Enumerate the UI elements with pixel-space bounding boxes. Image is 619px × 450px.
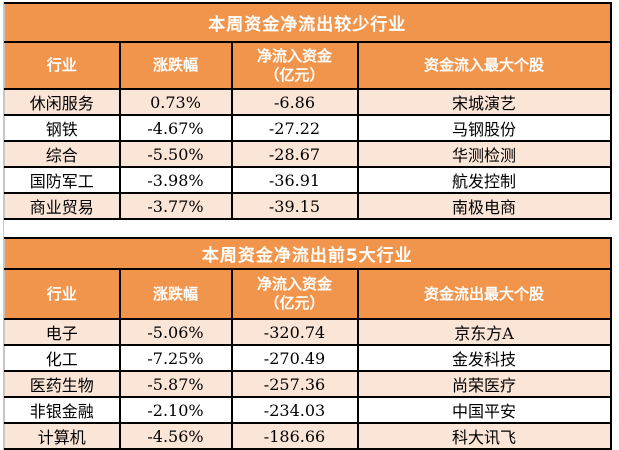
industry-cell: 电子: [4, 318, 121, 346]
table-row: 化工 -7.25% -270.49 金发科技: [4, 344, 612, 372]
net-inflow-cell: -36.91: [230, 166, 359, 194]
less-outflow-table: 本周资金净流出较少行业 行业 涨跌幅 净流入资金 （亿元） 资金流入最大个股 休闲…: [4, 2, 612, 220]
change-cell: -5.50%: [118, 140, 233, 168]
top-stock-cell: 科大讯飞: [356, 422, 612, 450]
industry-cell: 钢铁: [4, 114, 121, 142]
table2-header-change: 涨跌幅: [118, 268, 233, 320]
top-stock-cell: 马钢股份: [356, 114, 612, 142]
net-inflow-cell: -27.22: [230, 114, 359, 142]
industry-cell: 计算机: [4, 422, 121, 450]
table-row: 医药生物 -5.87% -257.36 尚荣医疗: [4, 370, 612, 398]
industry-cell: 商业贸易: [4, 192, 121, 220]
change-cell: -7.25%: [118, 344, 233, 372]
table1-title: 本周资金净流出较少行业: [4, 2, 612, 43]
table2-header-top-stock: 资金流出最大个股: [356, 268, 612, 320]
table1-header-net-inflow-line2: （亿元）: [264, 65, 325, 84]
net-inflow-cell: -234.03: [230, 396, 359, 424]
table2-title-row: 本周资金净流出前5大行业: [3, 237, 612, 270]
table1-header-net-inflow: 净流入资金 （亿元）: [230, 41, 359, 90]
top-stock-cell: 宋城演艺: [356, 88, 612, 116]
top-stock-cell: 航发控制: [356, 166, 612, 194]
industry-cell: 休闲服务: [4, 88, 121, 116]
net-inflow-cell: -39.15: [230, 192, 359, 220]
table2-title: 本周资金净流出前5大行业: [3, 237, 612, 270]
change-cell: -3.98%: [118, 166, 233, 194]
top-stock-cell: 南极电商: [356, 192, 612, 220]
industry-cell: 非银金融: [4, 396, 121, 424]
change-cell: 0.73%: [118, 88, 233, 116]
table2-header-net-inflow-line1: 净流入资金: [256, 275, 332, 294]
table-row: 非银金融 -2.10% -234.03 中国平安: [4, 396, 612, 424]
top-stock-cell: 尚荣医疗: [356, 370, 612, 398]
top-stock-cell: 京东方A: [356, 318, 612, 346]
top5-outflow-table: 本周资金净流出前5大行业 行业 涨跌幅 净流入资金 （亿元） 资金流出最大个股 电…: [3, 237, 612, 450]
net-inflow-cell: -257.36: [230, 370, 359, 398]
industry-cell: 综合: [4, 140, 121, 168]
table-row: 国防军工 -3.98% -36.91 航发控制: [4, 166, 612, 194]
industry-cell: 国防军工: [4, 166, 121, 194]
table-row: 商业贸易 -3.77% -39.15 南极电商: [4, 192, 612, 220]
net-inflow-cell: -6.86: [230, 88, 359, 116]
table-row: 钢铁 -4.67% -27.22 马钢股份: [4, 114, 612, 142]
industry-cell: 化工: [4, 344, 121, 372]
change-cell: -4.56%: [118, 422, 233, 450]
change-cell: -5.06%: [118, 318, 233, 346]
table2-header-net-inflow: 净流入资金 （亿元）: [230, 268, 359, 320]
net-inflow-cell: -320.74: [230, 318, 359, 346]
net-inflow-cell: -270.49: [230, 344, 359, 372]
table2-header-industry: 行业: [4, 268, 121, 320]
table-row: 休闲服务 0.73% -6.86 宋城演艺: [4, 88, 612, 116]
industry-cell: 医药生物: [4, 370, 121, 398]
net-inflow-cell: -28.67: [230, 140, 359, 168]
top-stock-cell: 华测检测: [356, 140, 612, 168]
table1-header-net-inflow-line1: 净流入资金: [256, 46, 332, 65]
table-row: 综合 -5.50% -28.67 华测检测: [4, 140, 612, 168]
left-edge-line: [3, 2, 4, 450]
table1-header-change: 涨跌幅: [118, 41, 233, 90]
table2-header-row: 行业 涨跌幅 净流入资金 （亿元） 资金流出最大个股: [4, 268, 612, 320]
change-cell: -5.87%: [118, 370, 233, 398]
change-cell: -4.67%: [118, 114, 233, 142]
table-row: 电子 -5.06% -320.74 京东方A: [4, 318, 612, 346]
net-inflow-cell: -186.66: [230, 422, 359, 450]
table1-title-row: 本周资金净流出较少行业: [4, 2, 612, 43]
table-row: 计算机 -4.56% -186.66 科大讯飞: [4, 422, 612, 450]
top-stock-cell: 金发科技: [356, 344, 612, 372]
table2-header-net-inflow-line2: （亿元）: [264, 294, 325, 312]
change-cell: -3.77%: [118, 192, 233, 220]
top-stock-cell: 中国平安: [356, 396, 612, 424]
table1-header-row: 行业 涨跌幅 净流入资金 （亿元） 资金流入最大个股: [4, 41, 612, 90]
change-cell: -2.10%: [118, 396, 233, 424]
table1-header-top-stock: 资金流入最大个股: [356, 41, 612, 90]
table1-header-industry: 行业: [4, 41, 121, 90]
